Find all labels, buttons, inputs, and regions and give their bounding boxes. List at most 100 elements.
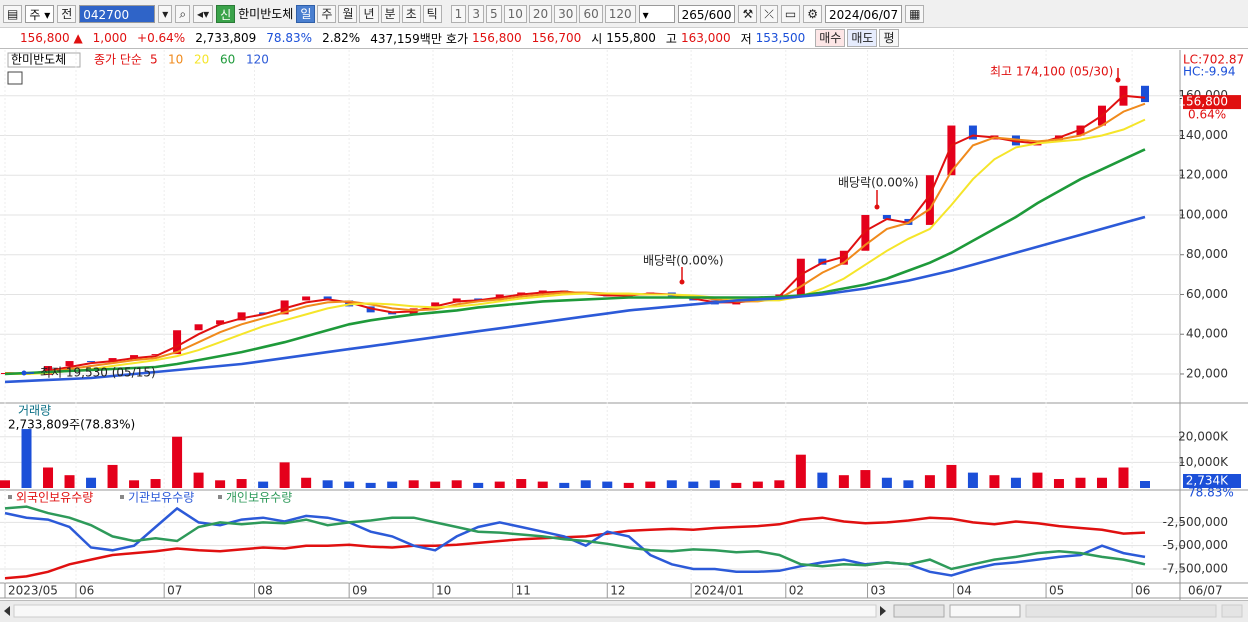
- open: 155,800: [606, 31, 656, 45]
- scroll-track[interactable]: [13, 604, 877, 618]
- background: [0, 50, 1248, 600]
- y-tick-label: 140,000: [1178, 128, 1228, 142]
- volume-bar: [279, 462, 290, 488]
- volume-bar: [1118, 467, 1129, 488]
- volume-tag: 2,734K: [1186, 473, 1229, 487]
- volume-bar: [0, 480, 10, 488]
- x-tick-label: 2023/05: [8, 584, 58, 598]
- calendar-icon[interactable]: ▦: [905, 4, 925, 23]
- legend-entry: 기관보유수량: [128, 491, 194, 505]
- interval-button[interactable]: 초: [401, 4, 421, 23]
- dropdown[interactable]: ▾: [158, 4, 173, 23]
- volume-tag-box: [1183, 473, 1241, 488]
- volume-bar: [236, 479, 247, 488]
- legend-marker: [218, 495, 222, 499]
- interval-button[interactable]: 월: [338, 4, 358, 23]
- avg-button[interactable]: 평: [879, 29, 899, 47]
- tool-icon[interactable]: ⚒: [738, 4, 758, 23]
- max-bars: /600: [704, 7, 732, 22]
- tool-buttons[interactable]: [1025, 604, 1217, 618]
- moving-average: [4, 215, 1146, 384]
- legend-entry: 개인보유수량: [226, 491, 292, 505]
- scroll-left[interactable]: [4, 606, 10, 616]
- interval-button[interactable]: 일: [296, 4, 316, 23]
- volume-bar: [1140, 480, 1150, 488]
- buy-button[interactable]: 매수: [815, 29, 846, 47]
- legend-entry: 120: [246, 53, 269, 67]
- settings-icon[interactable]: ⚙: [803, 4, 822, 23]
- zoom-buttons[interactable]: [1221, 604, 1243, 618]
- interval-button[interactable]: 주: [317, 4, 337, 23]
- scrollbar-graphics: [4, 604, 1243, 618]
- annotation-arrowhead: [679, 279, 685, 285]
- volume-bar: [989, 475, 1000, 488]
- volume-bar: [107, 464, 118, 488]
- candle: [173, 330, 182, 355]
- volume-bar: [752, 481, 763, 488]
- count-button[interactable]: 5: [485, 4, 502, 23]
- volume-bar: [1075, 477, 1086, 488]
- legend-entry: 60: [220, 53, 235, 67]
- scroll-right[interactable]: [880, 606, 886, 616]
- legend-marker: [8, 495, 12, 499]
- sell-button[interactable]: 매도: [847, 29, 878, 47]
- count-button[interactable]: 120: [604, 4, 636, 23]
- count-button[interactable]: 20: [528, 4, 553, 23]
- candle: [108, 358, 117, 363]
- volume-bar: [860, 470, 871, 488]
- interval-button[interactable]: 년: [359, 4, 379, 23]
- y-tick-label: -2,500,000: [1163, 515, 1228, 529]
- annotation: 최저 19,530 (05/15): [40, 366, 156, 380]
- interval-button[interactable]: 분: [380, 4, 400, 23]
- volume-bar: [21, 429, 32, 488]
- candle: [194, 324, 203, 331]
- volume-subtitle: 2,733,809주(78.83%): [8, 418, 135, 432]
- code-input[interactable]: 042700: [79, 4, 156, 23]
- date-input[interactable]: 2024/06/07: [824, 4, 903, 23]
- count-select[interactable]: ▾: [638, 4, 675, 23]
- bars-input[interactable]: 265/600: [677, 4, 736, 23]
- interval-button[interactable]: 틱: [422, 4, 442, 23]
- volume-bar: [215, 480, 226, 488]
- count-button[interactable]: 3: [468, 4, 484, 23]
- count-group: 1 3 5 10 20 30 60 120: [450, 4, 636, 23]
- count-button[interactable]: 10: [503, 4, 527, 23]
- sound-button[interactable]: ◂▾: [193, 4, 214, 23]
- volume: 2,733,809: [195, 31, 257, 45]
- period-select[interactable]: 주 ▾: [25, 4, 55, 23]
- volume-bar: [623, 482, 634, 488]
- tool-icon[interactable]: ▭: [780, 4, 801, 23]
- legend-entry: 외국인보유수량: [16, 491, 93, 505]
- volume-bar: [193, 472, 204, 488]
- legend-entry: 5: [150, 53, 158, 67]
- x-tick-label: 05: [1049, 584, 1064, 598]
- count-button[interactable]: 1: [450, 4, 467, 23]
- count-button[interactable]: 60: [579, 4, 603, 23]
- volume-bar: [86, 477, 97, 488]
- amount: 437,159백만: [370, 31, 442, 46]
- menu-icon[interactable]: ▤: [3, 4, 23, 23]
- volume-bar: [580, 480, 591, 488]
- search-button[interactable]: ⌕: [175, 4, 191, 23]
- volume-bar: [881, 477, 892, 488]
- x-tick-label: 02: [789, 584, 804, 598]
- candle: [237, 312, 246, 321]
- y-tick-label: 20,000K: [1178, 429, 1229, 443]
- zoom-slider[interactable]: [949, 604, 1021, 618]
- panel-icon[interactable]: [7, 71, 23, 85]
- volume-bar: [322, 480, 333, 488]
- tool-icon[interactable]: ⤫: [760, 4, 778, 23]
- price-tag: 156,800: [1178, 95, 1228, 109]
- badge: 신: [216, 4, 236, 23]
- volume-bar: [129, 480, 140, 488]
- volume-bar: [494, 481, 505, 488]
- volume-bar: [817, 472, 828, 488]
- prev-button[interactable]: 전: [57, 4, 77, 23]
- nav-buttons[interactable]: [893, 604, 945, 618]
- legend-marker: [120, 495, 124, 499]
- volume-bar: [946, 464, 957, 488]
- count-button[interactable]: 30: [554, 4, 578, 23]
- volume-bar: [666, 480, 677, 488]
- x-tick-label: 08: [258, 584, 273, 598]
- title-box: [7, 52, 81, 68]
